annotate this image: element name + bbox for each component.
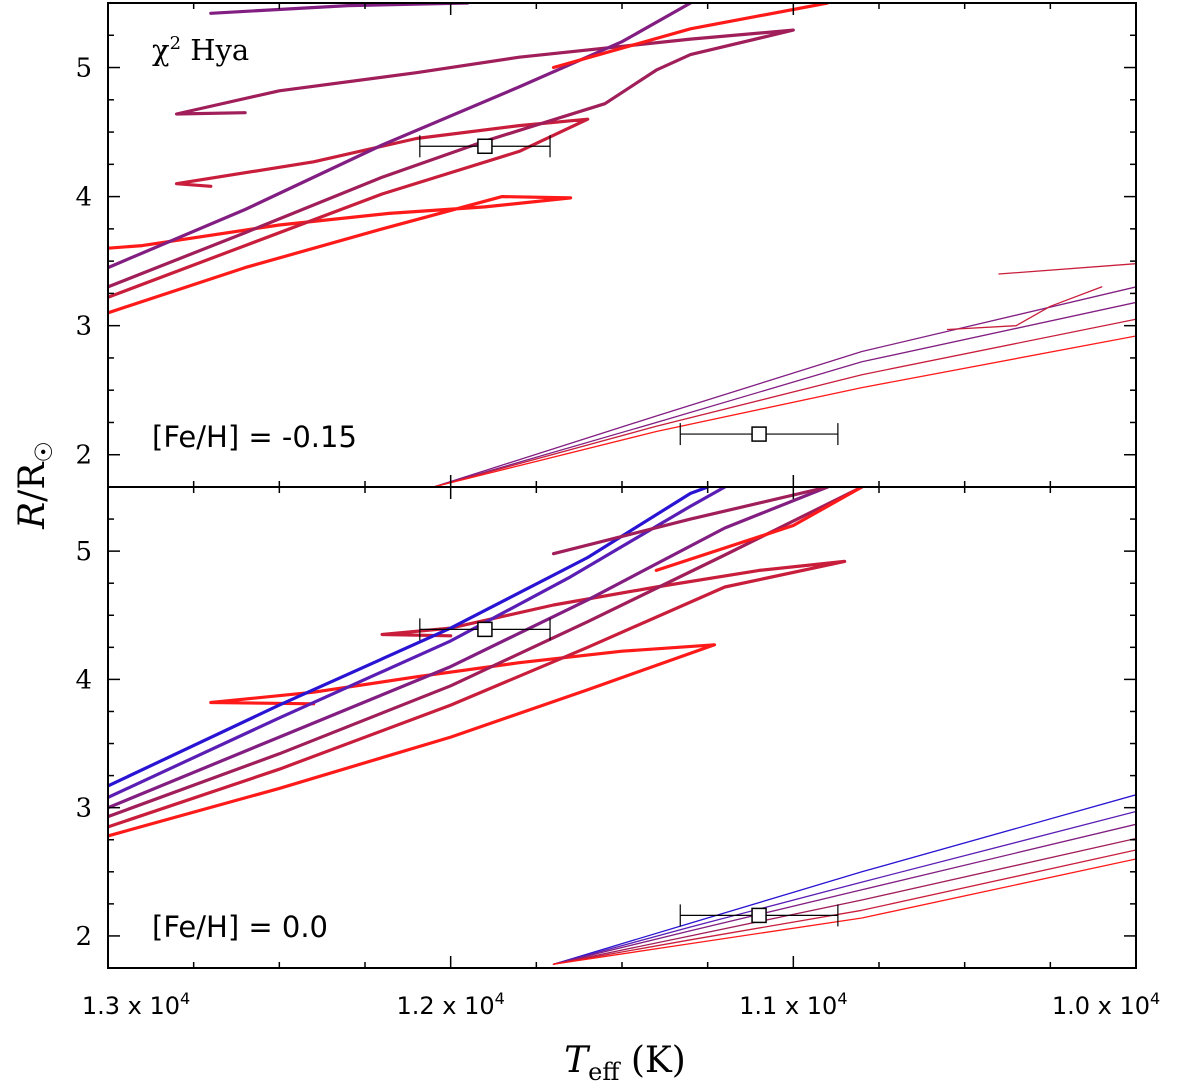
bottom-primary-track-6 [551, 487, 830, 556]
top-y-tick-label: 2 [75, 441, 92, 471]
x-tick-label: 1.2 x 104 [396, 989, 504, 1020]
top-secondary-track-3 [432, 335, 1136, 487]
top-primary-track-3 [108, 3, 693, 270]
panel-top: 2 3 4 5 χ2 Hya [Fe/H] = -0.15 [75, 2, 1137, 488]
top-primary-track-4 [209, 3, 470, 15]
frame-bottom [107, 486, 1137, 969]
metallicity-label-bottom: [Fe/H] = 0.0 [152, 910, 328, 944]
bottom-primary-track-4 [108, 487, 727, 799]
bottom-secondary-point [679, 904, 839, 927]
bottom-y-ticks: 2 3 4 5 [75, 486, 1136, 969]
x-tick-label: 1.3 x 104 [82, 989, 190, 1020]
x-tick-label: 1.1 x 104 [739, 989, 847, 1020]
top-primary-track-1 [108, 117, 590, 299]
bottom-secondary-marker [751, 907, 767, 924]
top-secondary-track-4 [946, 286, 1103, 331]
bottom-primary-track-1 [108, 559, 847, 829]
frame-top [107, 2, 1137, 488]
top-primary-track-0 [108, 195, 573, 315]
bottom-primary-track-5 [108, 487, 710, 788]
bottom-secondary-track-0 [552, 794, 1136, 965]
top-primary-marker [477, 138, 493, 155]
top-y-tick-label: 3 [75, 312, 92, 342]
top-secondary-tracks [432, 263, 1136, 487]
bottom-y-tick-label: 2 [75, 922, 92, 952]
star-label: χ2 Hya [152, 33, 249, 67]
top-secondary-track-2 [432, 318, 1136, 487]
top-secondary-track-5 [998, 263, 1136, 275]
bottom-y-tick-label: 3 [75, 794, 92, 824]
bottom-secondary-track-2 [552, 823, 1136, 965]
top-secondary-point [679, 423, 839, 446]
bottom-secondary-track-3 [552, 837, 1136, 965]
top-secondary-track-1 [432, 301, 1136, 487]
bottom-y-tick-label: 5 [75, 537, 92, 567]
bottom-primary-track-2 [108, 487, 864, 819]
bottom-primary-marker [477, 621, 493, 638]
top-y-ticks: 2 3 4 5 [75, 2, 1136, 488]
top-primary-track-5 [551, 3, 830, 70]
y-axis-label: R/R☉ [12, 441, 58, 530]
bottom-secondary-track-1 [552, 810, 1136, 965]
bottom-primary-point [419, 618, 551, 641]
bottom-primary-track-0 [108, 643, 717, 838]
top-x-ticks [107, 3, 1137, 487]
x-tick-labels: 1.3 x 104 1.2 x 104 1.1 x 104 1.0 x 104 [82, 989, 1160, 1020]
x-axis-label: Teff (K) [564, 1040, 686, 1085]
metallicity-label-top: [Fe/H] = -0.15 [152, 420, 357, 454]
top-secondary-track-0 [432, 286, 1136, 487]
bottom-primary-track-3 [108, 487, 830, 810]
bottom-y-tick-label: 4 [75, 665, 92, 695]
panel-bottom: 2 3 4 5 [Fe/H] = 0.0 [75, 486, 1137, 969]
top-secondary-marker [751, 426, 767, 442]
bottom-secondary-tracks [552, 794, 1136, 965]
top-y-tick-label: 5 [75, 54, 92, 84]
bottom-primary-tracks [108, 487, 864, 838]
top-primary-track-2 [108, 28, 795, 289]
bottom-secondary-track-5 [552, 858, 1136, 965]
top-y-tick-label: 4 [75, 183, 92, 213]
top-primary-point [419, 135, 551, 158]
top-primary-tracks [108, 3, 830, 315]
bottom-secondary-track-4 [552, 849, 1136, 965]
bottom-primary-track-7 [654, 487, 864, 572]
x-tick-label: 1.0 x 104 [1052, 989, 1160, 1020]
